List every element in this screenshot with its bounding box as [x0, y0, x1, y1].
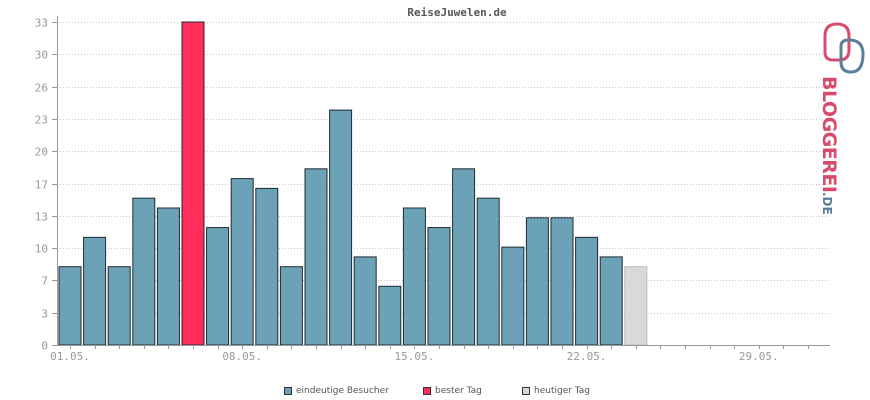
bar-visitors [575, 236, 599, 346]
bar-visitors [501, 246, 525, 346]
y-tick-label: 3 [41, 308, 48, 321]
y-tick-label: 10 [35, 243, 48, 256]
logo-text: BLOGGEREI [818, 76, 840, 192]
legend-label-today: heutiger Tag [534, 386, 591, 396]
legend-item-best-day: bester Tag [423, 386, 482, 396]
bar-visitors [378, 285, 402, 346]
bar-visitors [206, 227, 230, 346]
bar-visitors [83, 236, 107, 346]
x-axis-tick-labels: 01.05. 08.05. 15.05. 22.05. 29.05. [50, 350, 779, 363]
legend: eindeutige Besucher bester Tag heutiger … [0, 386, 870, 400]
x-tick-label: 29.05. [739, 350, 779, 363]
bar-visitors [402, 207, 426, 346]
x-tick-label: 22.05. [567, 350, 607, 363]
legend-item-visitors: eindeutige Besucher [284, 386, 389, 396]
y-tick-label: 17 [35, 179, 48, 192]
x-tick-label: 01.05. [50, 350, 90, 363]
y-tick-label: 30 [35, 49, 48, 62]
bar-visitors [107, 266, 131, 346]
bar-visitors [279, 266, 303, 346]
bar-visitors [525, 217, 549, 346]
bar-visitors [353, 256, 377, 346]
legend-swatch-best-day [423, 387, 431, 395]
bloggerei-logo-icon: BLOGGEREI .DE [818, 22, 865, 215]
bar-visitors [599, 256, 623, 346]
logo-suffix: .DE [820, 192, 834, 214]
bar-visitors [550, 217, 574, 346]
bloggerei-logo: BLOGGEREI .DE [805, 14, 865, 215]
bar-visitors [476, 197, 500, 346]
y-tick-label: 0 [41, 340, 48, 353]
y-axis-tick-labels: 0 3 7 10 13 17 20 23 26 30 33 [35, 17, 48, 353]
bar-visitors [156, 207, 180, 346]
bar-visitors [132, 197, 156, 346]
bar-visitors [329, 109, 353, 346]
bar-visitors [230, 178, 254, 346]
chart-title: ReiseJuwelen.de [407, 6, 507, 19]
legend-label-best-day: bester Tag [435, 386, 482, 396]
bar-visitors [452, 168, 476, 346]
x-tick-label: 08.05. [222, 350, 262, 363]
legend-item-today: heutiger Tag [522, 386, 590, 396]
bar-visitors [255, 187, 279, 346]
y-tick-label: 33 [35, 17, 48, 30]
y-tick-label: 23 [35, 114, 48, 127]
x-tick-label: 15.05. [395, 350, 435, 363]
bar-visitors [58, 266, 82, 346]
bar-visitors [304, 168, 328, 346]
grid-lines [52, 22, 830, 346]
bars [58, 21, 648, 346]
legend-label-visitors: eindeutige Besucher [296, 386, 389, 396]
y-tick-label: 13 [35, 211, 48, 224]
y-tick-label: 20 [35, 146, 48, 159]
legend-swatch-visitors [284, 387, 292, 395]
bar-today [624, 266, 648, 346]
y-tick-label: 26 [35, 82, 48, 95]
bar-best-day [181, 21, 205, 346]
y-tick-label: 7 [41, 275, 48, 288]
legend-swatch-today [522, 387, 530, 395]
axes [57, 16, 830, 349]
bar-visitors [427, 227, 451, 346]
